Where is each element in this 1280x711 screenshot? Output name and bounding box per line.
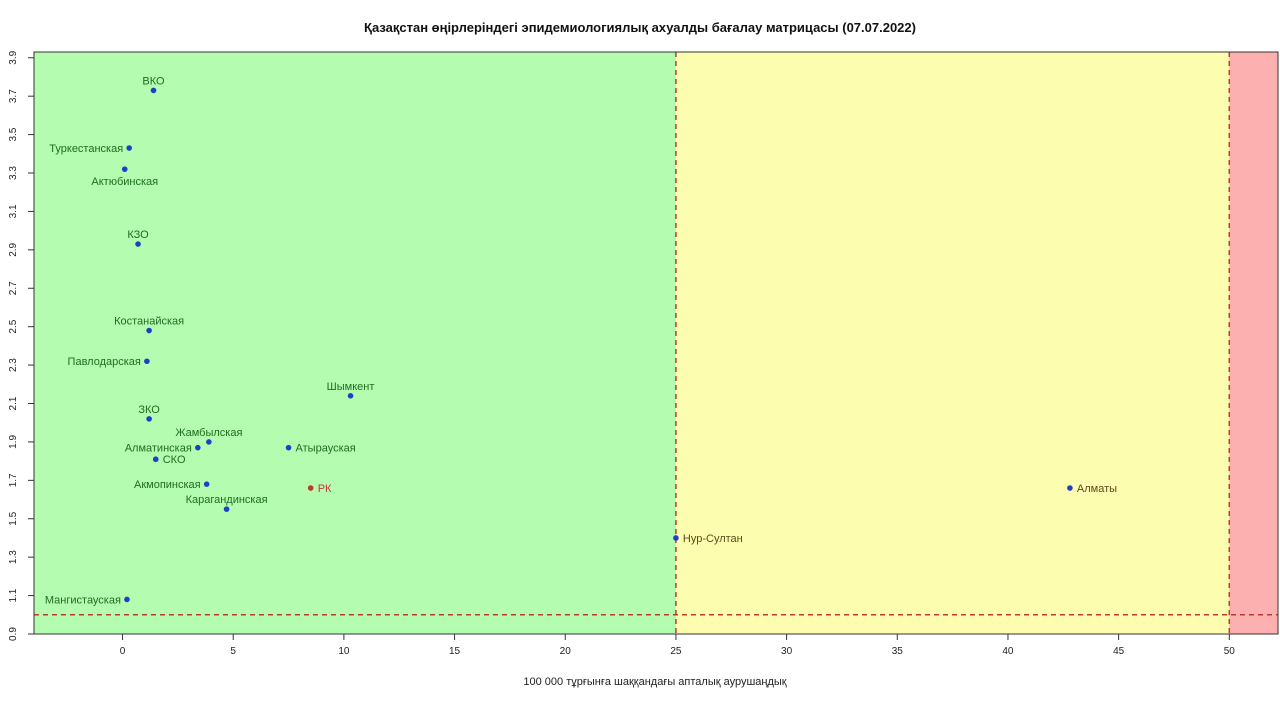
x-tick-label: 10 (338, 646, 350, 657)
point-label: Туркестанская (49, 143, 123, 155)
point-label: СКО (163, 454, 186, 466)
point-label: Жамбылская (175, 427, 242, 439)
point-label: КЗО (127, 229, 149, 241)
data-point (146, 327, 152, 334)
zone-green (34, 52, 676, 634)
data-point (195, 444, 201, 451)
zone-red (1229, 52, 1278, 634)
data-point (1067, 485, 1073, 491)
x-tick-label: 0 (120, 646, 126, 657)
zone-yellow (675, 52, 1230, 634)
y-tick-label: 1.5 (8, 511, 19, 525)
x-tick-label: 35 (892, 646, 904, 657)
plot-frame (33, 51, 1279, 635)
y-tick-label: 2.9 (8, 242, 19, 256)
x-tick-label: 15 (449, 646, 461, 657)
point-label: РК (318, 483, 332, 495)
data-point (135, 241, 141, 247)
x-tick-label: 30 (781, 646, 793, 657)
data-point (307, 485, 314, 491)
data-point (223, 506, 230, 512)
x-tick-label: 5 (230, 646, 236, 657)
data-point (285, 444, 292, 451)
y-tick-label: 2.5 (8, 319, 19, 333)
y-tick-label: 3.9 (8, 50, 19, 64)
data-point (144, 358, 150, 365)
point-label: Алматинская (125, 443, 192, 455)
point-label: Алматы (1077, 483, 1117, 495)
chart-title: Қазақстан өңірлеріндегі эпидемиологиялық… (364, 20, 916, 35)
data-point (146, 416, 152, 422)
data-point (121, 166, 128, 172)
point-label: Актюбинская (91, 176, 158, 188)
data-point (673, 535, 679, 541)
data-point (347, 393, 354, 399)
point-label: Мангистауская (45, 594, 121, 606)
data-point (206, 439, 212, 445)
data-point (126, 145, 132, 151)
data-point (124, 596, 130, 603)
x-tick-label: 40 (1002, 646, 1014, 657)
y-tick-label: 3.3 (8, 166, 19, 180)
point-label: Павлодарская (68, 356, 141, 368)
point-label: Карагандинская (186, 494, 268, 506)
y-tick-label: 1.9 (8, 435, 19, 449)
y-tick-label: 2.3 (8, 358, 19, 372)
data-point (150, 87, 157, 94)
point-label: ЗКО (138, 404, 160, 416)
y-tick-label: 3.7 (8, 89, 19, 103)
y-tick-label: 1.1 (8, 588, 19, 602)
point-label: Костанайская (114, 316, 184, 328)
y-tick-label: 2.1 (8, 396, 19, 410)
y-tick-label: 3.1 (8, 204, 19, 218)
y-tick-label: 1.7 (8, 473, 19, 487)
x-tick-label: 20 (560, 646, 572, 657)
data-point (152, 456, 159, 463)
data-point (203, 481, 210, 487)
point-label: Нур-Султан (683, 533, 743, 545)
y-tick-label: 3.5 (8, 127, 19, 141)
x-tick-label: 50 (1224, 646, 1236, 657)
y-tick-label: 1.3 (8, 550, 19, 564)
x-tick-label: 45 (1113, 646, 1125, 657)
point-label: Атырауская (296, 443, 356, 455)
point-label: ВКО (142, 75, 165, 87)
y-tick-label: 2.7 (8, 281, 19, 295)
x-tick-label: 25 (670, 646, 682, 657)
point-label: Шымкент (327, 381, 375, 393)
point-label: Акмопинская (134, 479, 201, 491)
x-axis-label: 100 000 тұрғынға шаққандағы апталық ауру… (523, 676, 787, 688)
y-tick-label: 0.9 (8, 627, 19, 641)
